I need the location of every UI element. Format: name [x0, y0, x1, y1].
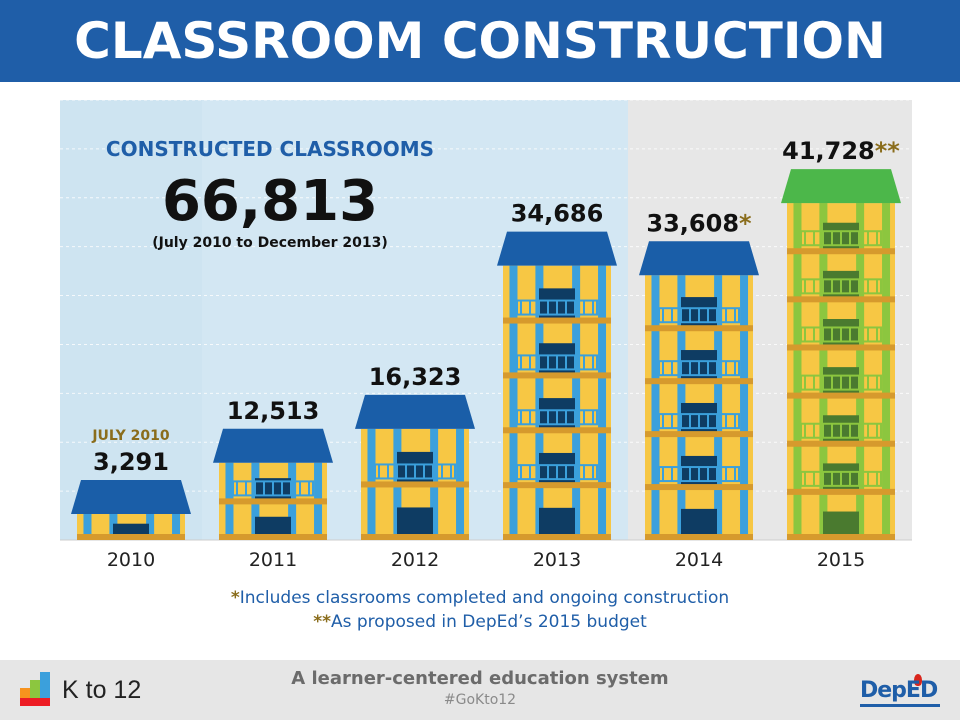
bar-floor-band: [787, 488, 895, 495]
value-label: 3,291: [93, 448, 169, 476]
bar-base: [77, 534, 185, 540]
bar-roof: [781, 169, 901, 204]
page-title: CLASSROOM CONSTRUCTION: [74, 12, 886, 70]
k-to-12-logo-icon: [20, 672, 54, 706]
bar-roof: [639, 241, 759, 276]
bar-stripe: [793, 203, 802, 540]
footnote-2: **As proposed in DepEd’s 2015 budget: [0, 612, 960, 632]
bar-stripe: [83, 514, 92, 540]
bar-floor-band: [787, 248, 895, 255]
value-label-number: 12,513: [227, 397, 320, 425]
footnote-1-mark: *: [230, 588, 240, 608]
bar-stripe: [572, 265, 581, 540]
bar-building: [781, 169, 901, 540]
bar-base: [503, 534, 611, 540]
x-tick-label: 2010: [107, 549, 155, 571]
bar-base: [645, 534, 753, 540]
value-label-number: 34,686: [511, 200, 604, 228]
summary-period: (July 2010 to December 2013): [152, 235, 388, 251]
value-label: 33,608*: [646, 209, 752, 237]
bar-building: [639, 241, 759, 540]
hashtag: #GoKto12: [443, 692, 517, 708]
value-label: 41,728**: [782, 137, 900, 165]
bar-floor-band: [219, 498, 327, 505]
value-label-number: 41,728: [782, 137, 875, 165]
bar-base: [787, 534, 895, 540]
bar-roof: [71, 480, 191, 514]
footnote-1-text: Includes classrooms completed and ongoin…: [239, 588, 730, 608]
bar-stripe: [172, 514, 181, 540]
bar-floor-band: [503, 482, 611, 489]
flame-icon: [914, 674, 922, 686]
bar-floor-band: [645, 431, 753, 438]
bar-floor-band: [503, 427, 611, 434]
value-label-mark: *: [739, 209, 752, 237]
deped-logo: DepED: [860, 674, 940, 712]
bar-floor-band: [503, 372, 611, 379]
bar-stripe: [651, 275, 660, 540]
bar-stripe: [856, 203, 865, 540]
bar-floor-band: [787, 344, 895, 351]
title-banner: [0, 0, 960, 82]
summary-heading: CONSTRUCTED CLASSROOMS: [106, 137, 434, 161]
value-label: 34,686: [511, 200, 604, 228]
bar-window: [823, 511, 859, 538]
bar-window: [255, 516, 291, 538]
bar-floor-band: [503, 317, 611, 324]
value-label: 16,323: [369, 363, 462, 391]
bar-floor-band: [787, 440, 895, 447]
bar-chart: 3,291 JULY 2010 2010 12,513 2011 16,323 2012 34…: [60, 99, 912, 571]
footnote-2-text: As proposed in DepEd’s 2015 budget: [331, 612, 647, 632]
plot-bg-shade: [60, 100, 202, 540]
bar-roof: [497, 231, 617, 266]
bar-building: [213, 428, 333, 540]
tagline: A learner-centered education system: [291, 668, 669, 689]
bar-roof: [355, 394, 475, 429]
footer-bar: [0, 660, 960, 720]
bar-window: [539, 507, 575, 538]
bar-window: [681, 508, 717, 538]
bar-building: [497, 231, 617, 540]
bar-stripe: [714, 275, 723, 540]
value-label-number: 33,608: [646, 209, 739, 237]
bar-base: [219, 534, 327, 540]
bar-floor-band: [645, 325, 753, 332]
bar-stripe: [882, 203, 891, 540]
bar-stripe: [598, 265, 607, 540]
value-note: JULY 2010: [91, 428, 170, 444]
bar-stripe: [509, 265, 518, 540]
value-label-mark: **: [875, 137, 901, 165]
bar-floor-band: [645, 484, 753, 491]
bar-building: [71, 480, 191, 540]
bar-stripe: [740, 275, 749, 540]
x-tick-label: 2013: [533, 549, 581, 571]
bar-floor-band: [645, 378, 753, 385]
bar-roof: [213, 428, 333, 463]
deped-logo-underline: [860, 704, 940, 707]
bar-floor-band: [787, 296, 895, 303]
deped-logo-text: DepED: [860, 678, 938, 703]
value-label-number: 16,323: [369, 363, 462, 391]
x-tick-label: 2011: [249, 549, 297, 571]
x-tick-label: 2012: [391, 549, 439, 571]
footnote-2-mark: **: [313, 612, 331, 632]
bar-base: [361, 534, 469, 540]
bar-stripe: [146, 514, 155, 540]
bar-window: [397, 507, 433, 538]
footnote-1: *Includes classrooms completed and ongoi…: [0, 588, 960, 608]
x-tick-label: 2015: [817, 549, 865, 571]
bar-building: [355, 394, 475, 540]
brand-label: K to 12: [62, 676, 142, 704]
value-label-number: 3,291: [93, 448, 169, 476]
value-label: 12,513: [227, 397, 320, 425]
x-tick-label: 2014: [675, 549, 723, 571]
bar-floor-band: [361, 481, 469, 488]
summary-total: 66,813: [162, 169, 378, 234]
bar-floor-band: [787, 392, 895, 399]
